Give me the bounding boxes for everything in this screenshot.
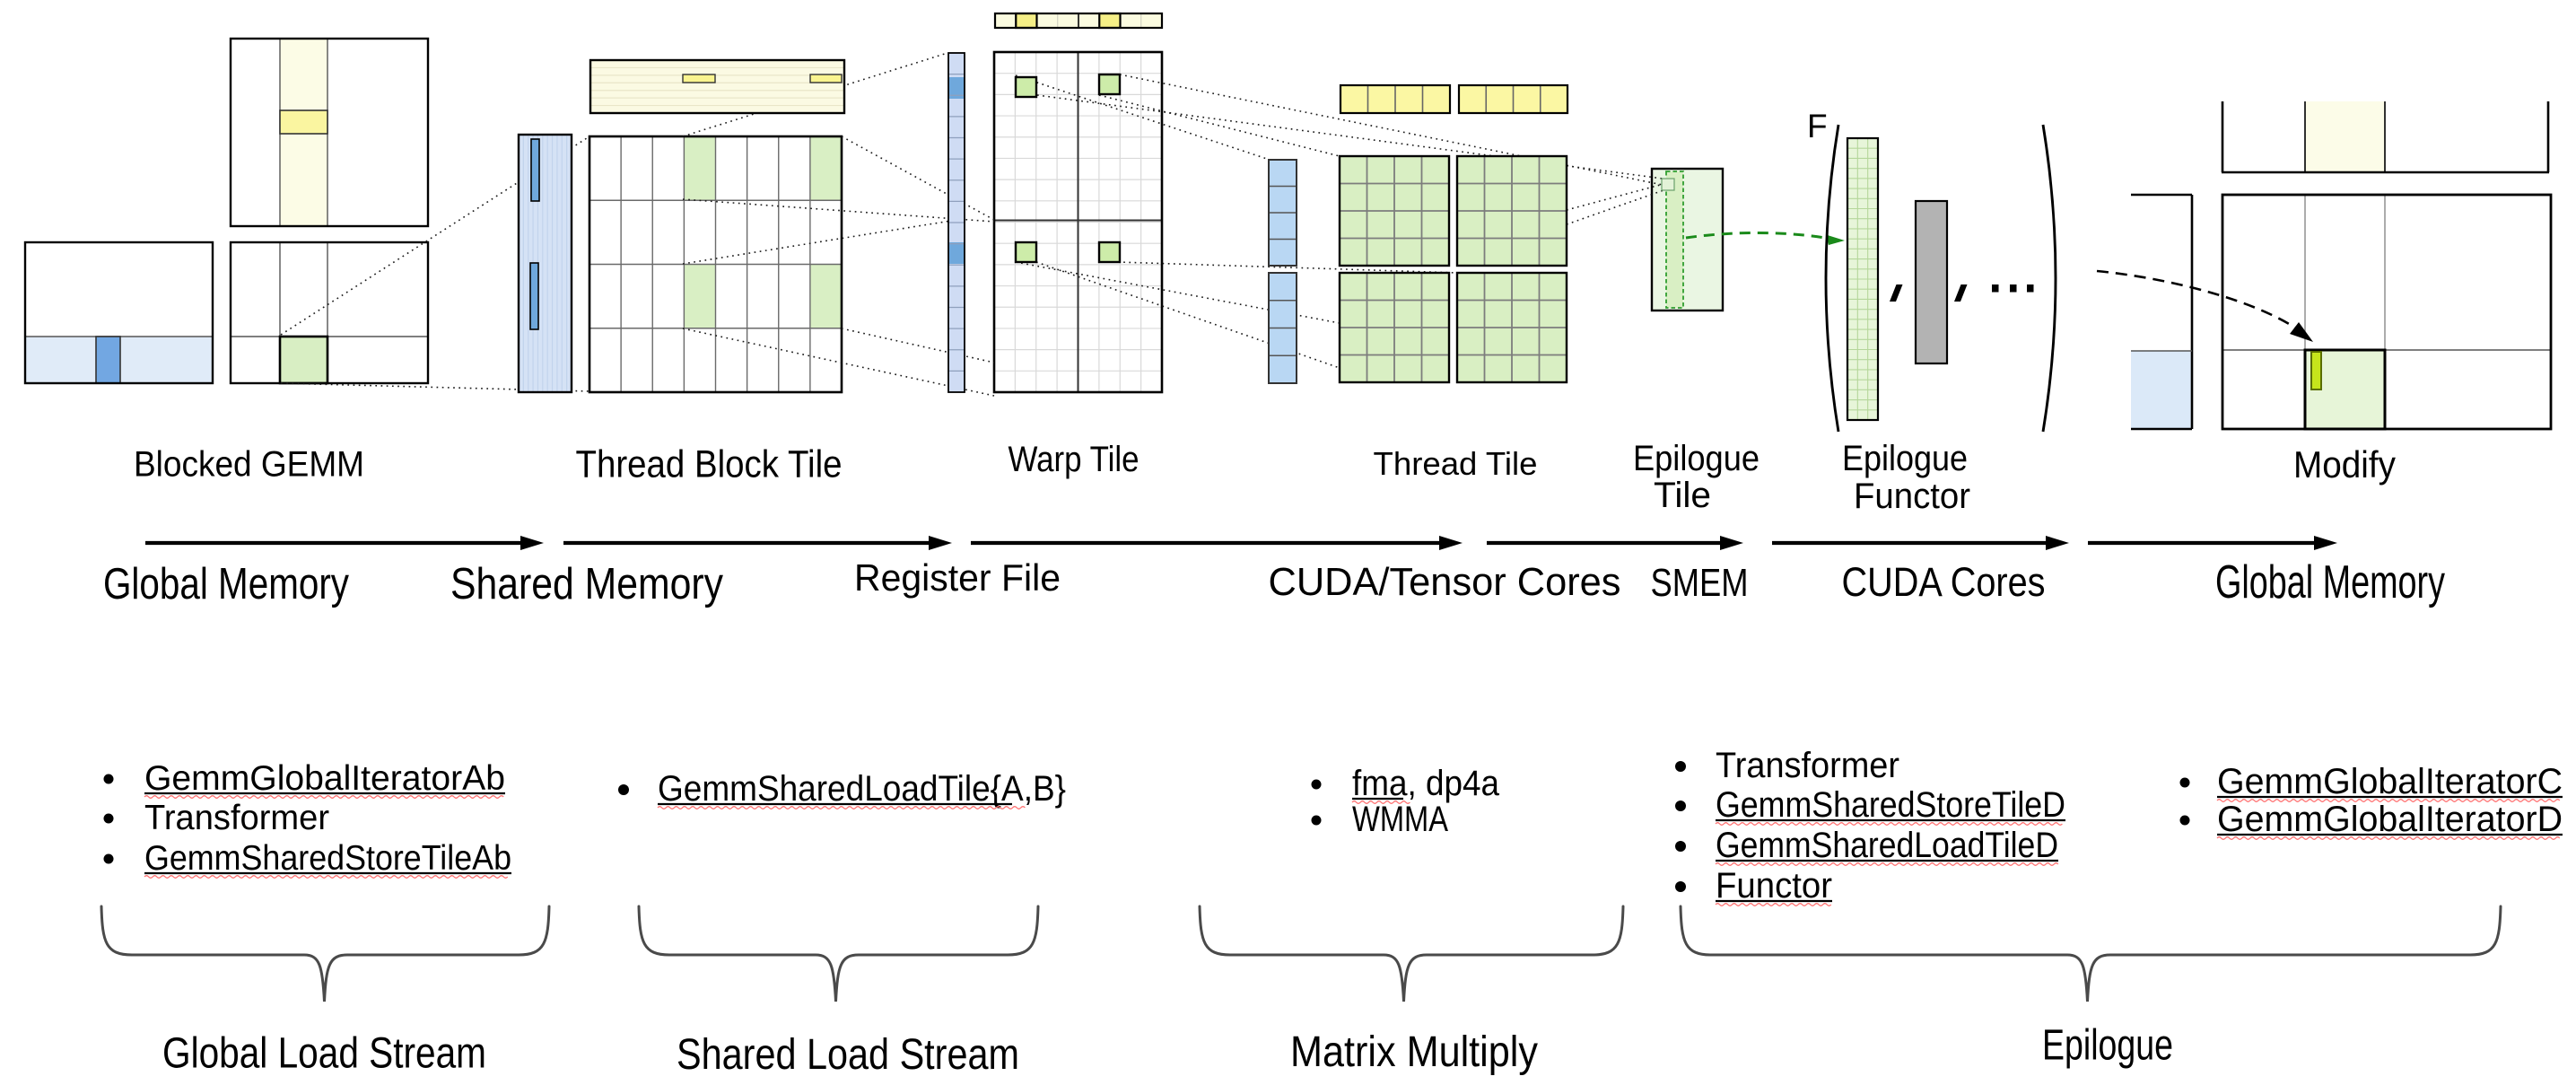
svg-text:Register File: Register File — [854, 556, 1061, 599]
svg-text:Warp Tile: Warp Tile — [1009, 440, 1140, 479]
svg-text:GemmSharedStoreTileD: GemmSharedStoreTileD — [1716, 785, 2065, 825]
svg-text:Epilogue: Epilogue — [2042, 1022, 2173, 1070]
svg-text:Thread Block Tile: Thread Block Tile — [576, 443, 843, 486]
svg-text:CUDA Cores: CUDA Cores — [1842, 559, 2046, 605]
svg-text:Transformer: Transformer — [144, 799, 329, 837]
svg-text:Epilogue: Epilogue — [1842, 439, 1968, 478]
svg-text:Matrix Multiply: Matrix Multiply — [1290, 1028, 1538, 1076]
svg-text:Thread Tile: Thread Tile — [1374, 445, 1538, 482]
svg-text:Shared Memory: Shared Memory — [450, 560, 723, 608]
svg-text:CUDA/Tensor Cores: CUDA/Tensor Cores — [1269, 560, 1621, 604]
svg-text:Modify: Modify — [2293, 443, 2396, 486]
svg-text:F: F — [1807, 108, 1828, 144]
svg-text:GemmSharedLoadTileD: GemmSharedLoadTileD — [1716, 826, 2058, 865]
svg-text:fma, dp4a: fma, dp4a — [1352, 764, 1500, 803]
svg-text:SMEM: SMEM — [1651, 561, 1749, 605]
svg-text:Global Load Stream: Global Load Stream — [162, 1030, 486, 1078]
svg-text:Global Memory: Global Memory — [2215, 556, 2445, 608]
svg-text:Shared Load Stream: Shared Load Stream — [677, 1031, 1019, 1079]
svg-text:WMMA: WMMA — [1352, 800, 1448, 839]
svg-text:Functor: Functor — [1716, 866, 1832, 906]
svg-text:Tile: Tile — [1654, 476, 1711, 515]
svg-text:GemmSharedLoadTile{A,B}: GemmSharedLoadTile{A,B} — [658, 769, 1066, 809]
svg-text:Transformer: Transformer — [1716, 746, 1899, 785]
svg-text:Functor: Functor — [1854, 477, 1970, 516]
svg-text:GemmGlobalIteratorD: GemmGlobalIteratorD — [2217, 800, 2563, 839]
svg-text:Epilogue: Epilogue — [1633, 439, 1760, 478]
svg-text:Global Memory: Global Memory — [103, 560, 349, 608]
svg-text:Blocked GEMM: Blocked GEMM — [134, 445, 364, 485]
svg-text:GemmSharedStoreTileAb: GemmSharedStoreTileAb — [144, 839, 511, 878]
svg-text:GemmGlobalIteratorAb: GemmGlobalIteratorAb — [144, 759, 505, 798]
svg-text:GemmGlobalIteratorC: GemmGlobalIteratorC — [2217, 762, 2563, 801]
